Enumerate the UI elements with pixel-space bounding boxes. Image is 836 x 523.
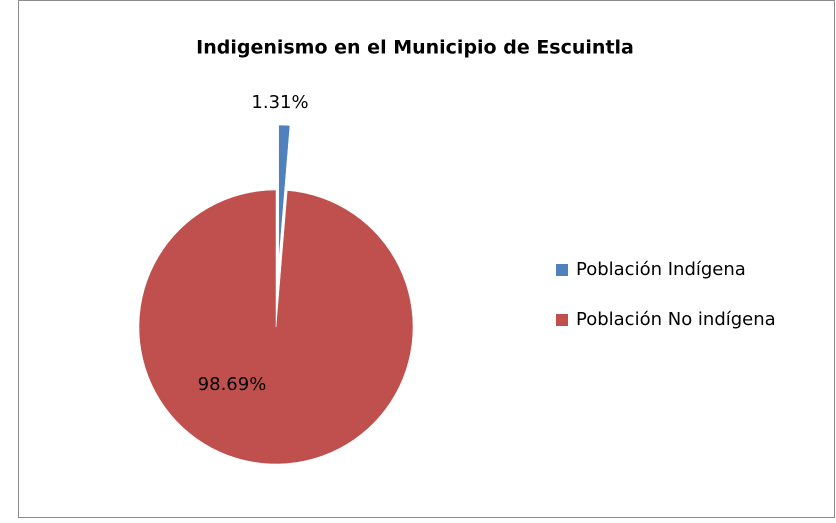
legend-label: Población Indígena: [576, 259, 746, 280]
pie-slice: [278, 124, 291, 263]
data-label: 98.69%: [198, 374, 267, 395]
legend-label: Población No indígena: [576, 309, 776, 330]
chart-title: Indigenismo en el Municipio de Escuintla: [196, 37, 634, 59]
chart-frame: [18, 0, 835, 518]
pie-slice: [138, 189, 414, 465]
data-label: 1.31%: [251, 92, 308, 113]
legend-swatch: [556, 264, 568, 276]
legend-swatch: [556, 314, 568, 326]
